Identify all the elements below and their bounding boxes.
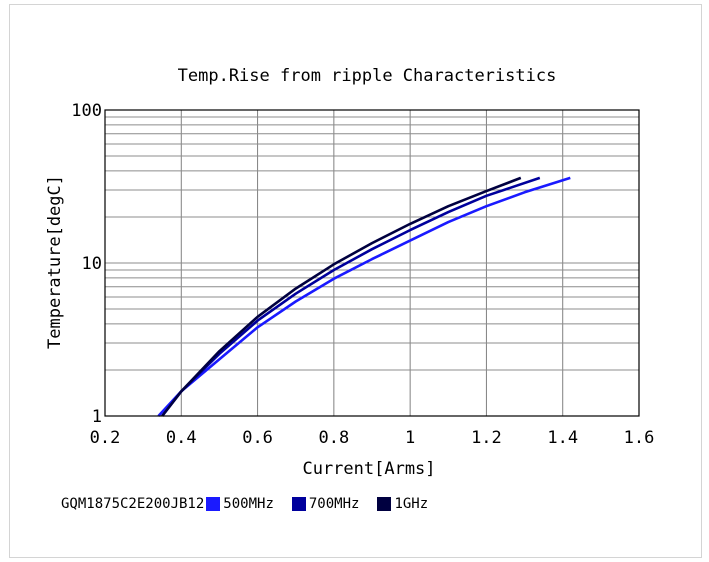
- grid: [105, 110, 639, 416]
- legend: GQM1875C2E200JB12 500MHz 700MHz 1GHz: [61, 496, 446, 512]
- y-tick-label: 10: [82, 254, 102, 274]
- legend-label-700mhz: 700MHz: [308, 496, 360, 512]
- x-tick-label: 0.2: [90, 428, 121, 448]
- legend-item-1ghz: 1GHz: [377, 496, 428, 512]
- chart-title: Temp.Rise from ripple Characteristics: [178, 66, 557, 86]
- x-tick-label: 1.4: [547, 428, 578, 448]
- x-tick-label: 0.6: [242, 428, 273, 448]
- y-tick-label: 100: [71, 101, 102, 121]
- y-tick-label: 1: [92, 407, 102, 427]
- legend-part-number: GQM1875C2E200JB12: [61, 496, 205, 512]
- y-axis-label: Temperature[degC]: [45, 175, 65, 349]
- legend-swatch-1ghz: [377, 497, 392, 511]
- series-line-1ghz: [161, 176, 522, 417]
- legend-label-500mhz: 500MHz: [223, 496, 274, 512]
- plot-area: [104, 109, 640, 417]
- series-line-500mhz: [157, 176, 571, 417]
- x-tick-label: 1.2: [471, 428, 502, 448]
- legend-item-500mhz: 500MHz: [206, 496, 274, 512]
- x-tick-label: 1.6: [624, 428, 655, 448]
- legend-swatch-700mhz: [291, 497, 306, 511]
- series-lines: [157, 176, 571, 417]
- x-tick-labels: 0.2 0.4 0.6 0.8 1 1.2 1.4 1.6: [90, 428, 655, 448]
- x-tick-label: 1: [405, 428, 415, 448]
- x-axis-label: Current[Arms]: [302, 459, 435, 479]
- chart-frame: [9, 4, 702, 558]
- legend-label-1ghz: 1GHz: [394, 496, 429, 512]
- legend-swatch-500mhz: [206, 497, 221, 511]
- x-tick-label: 0.4: [166, 428, 197, 448]
- x-tick-label: 0.8: [318, 428, 349, 448]
- legend-item-700mhz: 700MHz: [291, 496, 360, 512]
- y-tick-labels: 1 10 100: [71, 101, 102, 427]
